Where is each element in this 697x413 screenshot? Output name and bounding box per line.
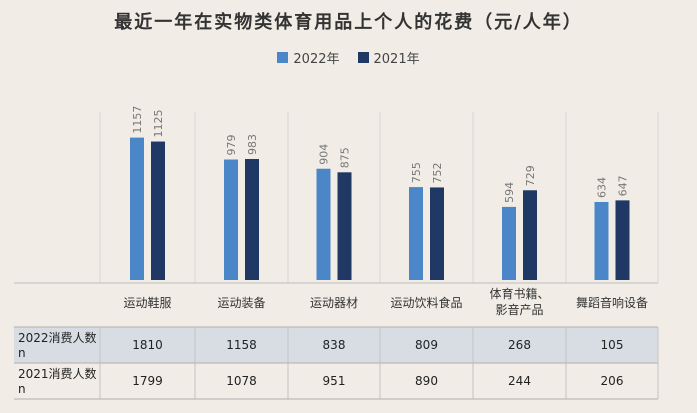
table-row-label-0-0: 2022消费人数 [18, 330, 97, 345]
table-cell-1-2: 951 [323, 374, 346, 388]
table-cell-0-3: 809 [415, 338, 438, 352]
bar-2022年-1 [224, 159, 238, 280]
legend-item-2021: 2021年 [357, 48, 420, 67]
legend-label-2022: 2022年 [293, 52, 340, 67]
value-label-2022年-4: 594 [503, 182, 516, 203]
bar-2021年-0 [151, 141, 165, 280]
table-row-label-1-1: n [18, 382, 26, 396]
bar-2021年-1 [245, 159, 259, 280]
category-label-5: 舞蹈音响设备 [576, 295, 648, 310]
value-label-2022年-3: 755 [410, 162, 423, 183]
category-label-4-0: 体育书籍、 [489, 286, 549, 301]
value-label-2021年-2: 875 [339, 147, 352, 168]
legend-label-2021: 2021年 [373, 52, 420, 67]
bar-2022年-3 [409, 187, 423, 280]
category-label-0: 运动鞋服 [123, 295, 171, 310]
legend-swatch-2021 [357, 52, 369, 63]
table-cell-0-4: 268 [508, 338, 531, 352]
bar-2021年-2 [337, 172, 352, 280]
category-label-2: 运动器材 [310, 296, 358, 310]
category-label-3: 运动饮料食品 [390, 295, 462, 310]
legend-item-2022: 2022年 [277, 48, 340, 67]
table-cell-0-5: 105 [601, 338, 624, 352]
bar-2022年-5 [594, 201, 609, 280]
table-cell-1-0: 1799 [132, 374, 163, 388]
table-cell-1-5: 206 [601, 374, 624, 388]
table-cell-1-3: 890 [415, 374, 438, 388]
value-label-2022年-5: 634 [596, 177, 609, 198]
category-label-1: 运动装备 [217, 296, 265, 310]
bar-2022年-2 [316, 168, 331, 280]
legend: 2022年 2021年 [0, 48, 697, 67]
bar-2021年-4 [523, 190, 537, 280]
bar-2022年-0 [130, 137, 144, 280]
legend-swatch-2022 [277, 52, 289, 63]
table-row-label-0-1: n [18, 346, 26, 360]
table-row-shade-0 [14, 327, 658, 363]
bar-2021年-3 [430, 187, 444, 280]
table-cell-0-2: 838 [323, 338, 346, 352]
category-label-4-1: 影音产品 [495, 302, 543, 317]
table-row-label-1-0: 2021消费人数 [18, 366, 97, 381]
table-cell-0-1: 1158 [226, 338, 257, 352]
value-label-2021年-3: 752 [431, 162, 444, 183]
chart-title: 最近一年在实物类体育用品上个人的花费（元/人年） [114, 12, 583, 33]
bar-2022年-4 [502, 206, 516, 280]
value-label-2022年-2: 904 [318, 144, 331, 165]
bar-2021年-5 [615, 200, 630, 280]
value-label-2021年-4: 729 [524, 165, 537, 186]
value-label-2021年-5: 647 [617, 175, 630, 196]
value-label-2021年-0: 1125 [152, 110, 165, 138]
table-cell-1-4: 244 [508, 374, 531, 388]
table-cell-0-0: 1810 [132, 338, 163, 352]
value-label-2022年-1: 979 [225, 135, 238, 156]
value-label-2022年-0: 1157 [131, 106, 144, 134]
table-cell-1-1: 1078 [226, 374, 257, 388]
value-label-2021年-1: 983 [246, 134, 259, 155]
